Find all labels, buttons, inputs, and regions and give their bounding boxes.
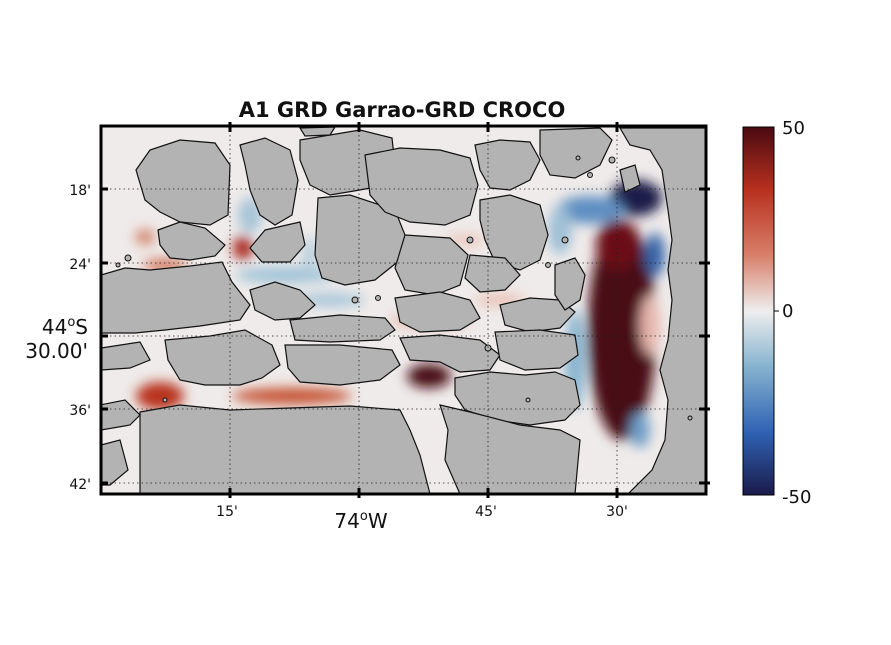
colorbar-mid-label: 0 — [782, 301, 793, 322]
land-masses — [101, 126, 706, 494]
lat-tick-label: 18' — [69, 183, 91, 199]
tick-marks — [101, 122, 710, 498]
anomaly-field — [135, 180, 665, 448]
lon-tick-label: 30' — [606, 504, 628, 520]
lon-tick-label: 15' — [216, 504, 238, 520]
map-title: A1 GRD Garrao-GRD CROCO — [239, 98, 566, 122]
colorbar-max-label: 50 — [782, 118, 805, 139]
grid-lines — [101, 126, 706, 494]
lat-tick-label: 30.00' — [25, 339, 88, 363]
lon-tick-label: 45' — [475, 504, 497, 520]
lat-tick-label: 24' — [69, 257, 91, 273]
lat-tick-label: 36' — [69, 403, 91, 419]
map-area — [101, 126, 706, 494]
colorbar-min-label: -50 — [782, 487, 811, 508]
lat-tick-label: 42' — [69, 477, 91, 493]
small-islands — [115, 155, 693, 421]
colorbar-gradient — [742, 126, 775, 496]
lat-tick-labels: 18' 24' 44oS 30.00' 36' 42' — [25, 183, 91, 493]
lon-tick-labels: 15' 74oW 45' 30' — [216, 504, 628, 533]
colorbar: 50 0 -50 — [742, 118, 811, 508]
lat-degree-label: 44oS — [42, 315, 88, 339]
map-frame — [99, 124, 708, 496]
lon-degree-label: 74oW — [334, 509, 387, 533]
